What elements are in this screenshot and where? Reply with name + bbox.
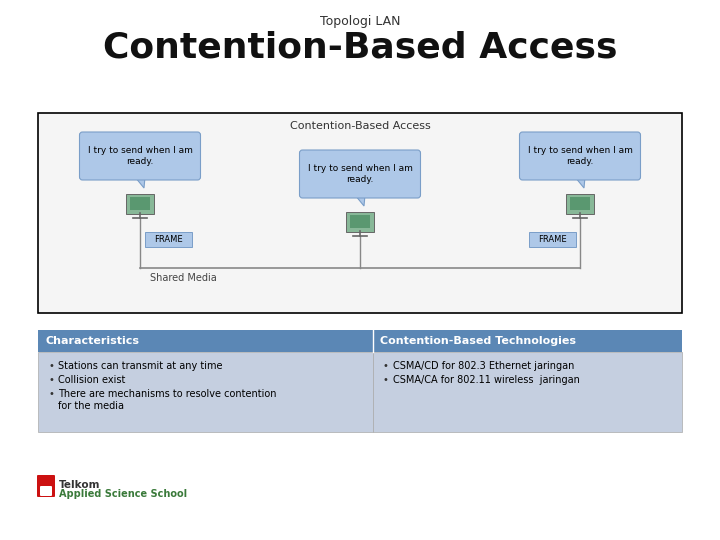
Polygon shape [135, 177, 145, 188]
FancyBboxPatch shape [300, 150, 420, 198]
FancyBboxPatch shape [570, 197, 590, 210]
Text: I try to send when I am
ready.: I try to send when I am ready. [88, 146, 192, 166]
Text: There are mechanisms to resolve contention
for the media: There are mechanisms to resolve contenti… [58, 389, 276, 410]
Text: FRAME: FRAME [153, 235, 182, 244]
FancyBboxPatch shape [38, 113, 682, 313]
Text: Characteristics: Characteristics [45, 336, 139, 346]
Text: CSMA/CD for 802.3 Ethernet jaringan: CSMA/CD for 802.3 Ethernet jaringan [393, 361, 575, 371]
FancyBboxPatch shape [350, 215, 370, 228]
Text: •: • [383, 375, 389, 385]
FancyBboxPatch shape [37, 475, 55, 497]
Text: Topologi LAN: Topologi LAN [320, 15, 400, 28]
Text: Applied Science School: Applied Science School [59, 489, 187, 499]
FancyBboxPatch shape [373, 330, 682, 352]
Text: •: • [48, 361, 54, 371]
Text: Contention-Based Technologies: Contention-Based Technologies [380, 336, 576, 346]
FancyBboxPatch shape [528, 232, 575, 247]
FancyBboxPatch shape [38, 352, 373, 432]
Text: I try to send when I am
ready.: I try to send when I am ready. [528, 146, 632, 166]
Text: FRAME: FRAME [538, 235, 567, 244]
Polygon shape [575, 177, 585, 188]
Text: CSMA/CA for 802.11 wireless  jaringan: CSMA/CA for 802.11 wireless jaringan [393, 375, 580, 385]
FancyBboxPatch shape [373, 352, 682, 432]
Text: Collision exist: Collision exist [58, 375, 125, 385]
FancyBboxPatch shape [38, 330, 373, 352]
Text: •: • [48, 389, 54, 399]
Text: Contention-Based Access: Contention-Based Access [289, 121, 431, 131]
FancyBboxPatch shape [566, 194, 594, 214]
Text: Stations can transmit at any time: Stations can transmit at any time [58, 361, 222, 371]
Text: •: • [383, 361, 389, 371]
Text: I try to send when I am
ready.: I try to send when I am ready. [307, 164, 413, 184]
FancyBboxPatch shape [520, 132, 641, 180]
FancyBboxPatch shape [40, 486, 52, 496]
FancyBboxPatch shape [79, 132, 200, 180]
FancyBboxPatch shape [130, 197, 150, 210]
Text: Telkom: Telkom [59, 480, 101, 490]
Text: •: • [48, 375, 54, 385]
FancyBboxPatch shape [346, 212, 374, 232]
Text: Shared Media: Shared Media [150, 273, 217, 283]
Text: Contention-Based Access: Contention-Based Access [103, 30, 617, 64]
Polygon shape [355, 195, 365, 206]
FancyBboxPatch shape [126, 194, 154, 214]
FancyBboxPatch shape [145, 232, 192, 247]
